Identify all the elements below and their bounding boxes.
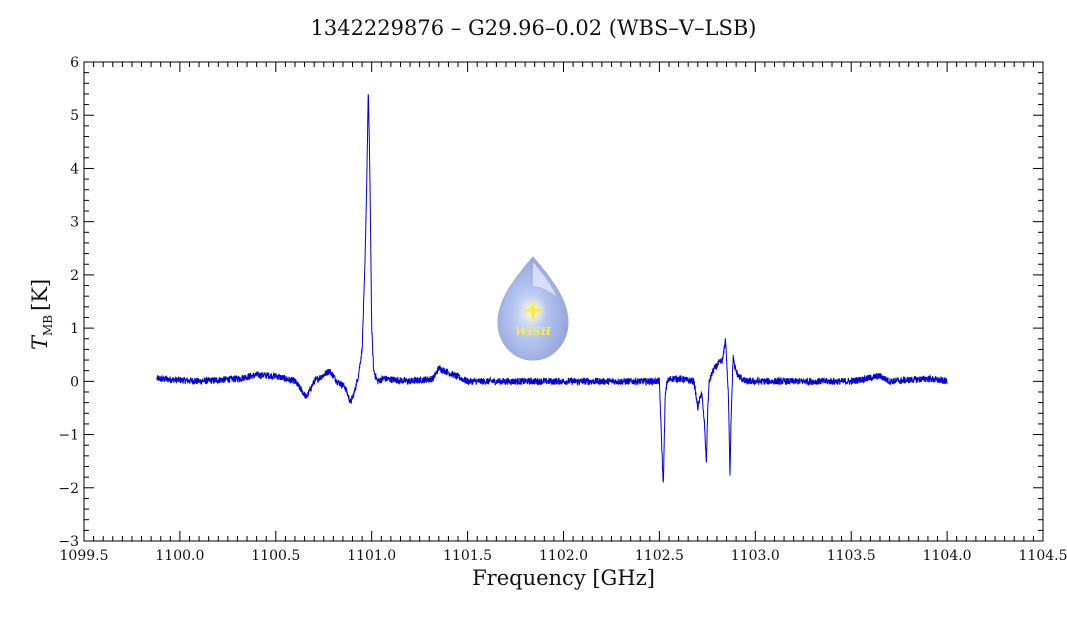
y-tick-label: 5: [70, 108, 79, 124]
x-axis-label: Frequency [GHz]: [472, 566, 655, 590]
y-tick-label: 4: [70, 161, 79, 177]
y-tick-label: −1: [58, 428, 79, 444]
spectrum-line: [156, 94, 948, 483]
x-tick-label: 1104.0: [923, 548, 972, 564]
y-tick-label: 2: [70, 268, 79, 284]
x-tick-label: 1103.5: [827, 548, 876, 564]
x-tick-label: 1102.0: [539, 548, 588, 564]
x-tick-label: 1101.5: [443, 548, 492, 564]
x-tick-label: 1100.5: [251, 548, 300, 564]
logo-text: WISH: [515, 325, 551, 338]
y-tick-label: 0: [70, 374, 79, 390]
y-tick-label: 6: [70, 55, 79, 71]
x-tick-label: 1099.5: [60, 548, 109, 564]
plot-frame: [83, 61, 1044, 542]
x-tick-label: 1100.0: [155, 548, 204, 564]
y-tick-label: −2: [58, 481, 79, 497]
chart-title: 1342229876 – G29.96–0.02 (WBS–V–LSB): [310, 16, 757, 40]
y-tick-label: −3: [58, 534, 79, 550]
tick-labels: 1099.5 1100.0 1100.5 1101.0 1101.5 1102.0 1102…: [58, 55, 1067, 564]
x-tick-label: 1104.5: [1019, 548, 1067, 564]
x-tick-label: 1101.0: [347, 548, 396, 564]
wish-logo: WISH: [497, 256, 569, 361]
axis-ticks: [83, 61, 1044, 542]
y-tick-label: 1: [70, 321, 79, 337]
y-tick-label: 3: [70, 215, 79, 231]
x-tick-label: 1103.0: [731, 548, 780, 564]
x-tick-label: 1102.5: [635, 548, 684, 564]
